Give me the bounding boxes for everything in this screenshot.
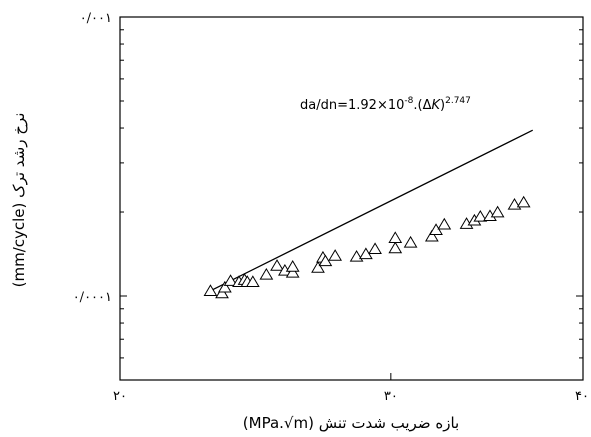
axes <box>119 16 584 381</box>
data-point <box>507 197 522 210</box>
fit-line-layer <box>210 129 534 292</box>
data-point <box>217 280 232 293</box>
data-point <box>437 217 452 230</box>
data-point <box>328 249 343 261</box>
data-point <box>403 235 418 248</box>
y-tick-label: ۰/۰۰۱ <box>80 11 112 26</box>
data-point <box>424 229 439 242</box>
plot-frame <box>119 16 584 381</box>
x-tick-label: ۴۰ <box>575 389 589 404</box>
data-point <box>223 274 238 286</box>
x-tick-label: ۲۰ <box>113 389 127 404</box>
data-point <box>270 259 284 271</box>
data-point <box>490 205 505 218</box>
data-point <box>388 241 403 254</box>
data-point <box>311 261 325 273</box>
data-points <box>203 195 531 299</box>
data-point <box>259 267 274 280</box>
data-point <box>318 254 333 267</box>
data-point <box>473 209 488 222</box>
x-axis-title: بازه ضریب شدت تنش (MPa.√m) <box>243 414 459 432</box>
y-tick-label: ۰/۰۰۰۱ <box>73 290 112 305</box>
fit-line <box>210 129 534 292</box>
x-tick-label: ۳۰ <box>384 389 398 404</box>
data-point <box>388 231 403 244</box>
data-point <box>285 260 300 272</box>
data-point <box>516 195 531 208</box>
y-axis-title: نرخ رشد ترک (mm/cycle) <box>10 113 28 288</box>
data-point <box>245 275 260 287</box>
fit-equation: da/dn=1.92×10-8.(ΔK)2.747 <box>300 96 471 113</box>
data-point <box>203 284 218 296</box>
data-point <box>285 265 300 278</box>
data-point <box>215 286 229 299</box>
data-point <box>368 242 382 255</box>
tick-labels: ۲۰ ۳۰ ۴۰ ۰/۰۰۰۱ ۰/۰۰۱ <box>73 11 589 404</box>
